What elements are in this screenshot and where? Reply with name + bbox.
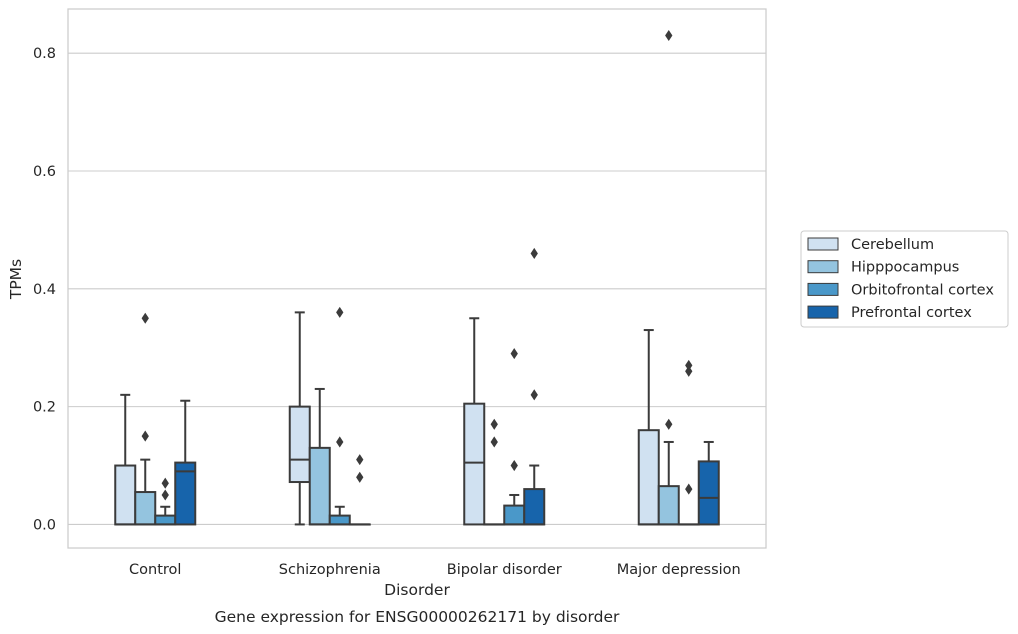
box-body [134,491,157,526]
outlier-marker [161,489,169,501]
y-tick-label: 0.2 [33,400,56,416]
box-0-2 [463,317,486,526]
y-tick-label: 0.6 [33,164,56,180]
y-tick-labels: 0.0 0.2 0.4 0.6 0.8 [33,46,56,533]
legend: Cerebellum Hipppocampus Orbitofrontal cort… [800,230,1009,328]
outlier-marker [510,459,518,472]
grid-lines [68,52,766,525]
legend-frame [800,230,1009,328]
legend-swatch [807,237,839,251]
x-tick-label: Schizophrenia [279,562,381,578]
outlier-marker [141,430,149,442]
outlier-marker [665,418,673,430]
outlier-marker [336,306,344,318]
outlier-marker [336,436,344,448]
legend-swatch [807,305,839,319]
box-body [154,514,177,526]
box-body [697,460,720,526]
box-2-2 [503,348,526,526]
box-3-2 [523,247,546,526]
outlier-marker [356,471,364,483]
box-1-3 [657,29,680,526]
figure-caption: Gene expression for ENSG00000262171 by d… [215,608,620,626]
outlier-marker [510,348,518,360]
box-body [657,485,680,526]
x-axis-label: Disorder [384,581,450,599]
x-tick-labels: Control Schizophrenia Bipolar disorder Majo… [129,562,741,578]
outlier-marker [161,477,169,489]
box-3-0 [174,399,197,526]
box-2-1 [328,306,351,526]
x-tick-label: Control [129,562,181,578]
outlier-marker [665,29,673,42]
box-1-2 [483,418,506,526]
box-2-3 [677,359,700,526]
legend-label: Cerebellum [851,237,934,253]
box-3-3 [697,440,720,526]
outlier-marker [490,436,498,448]
legend-swatch [807,282,839,296]
box-body [308,446,331,526]
outlier-marker [685,483,693,495]
legend-swatch [807,260,839,274]
y-axis-label: TPMs [7,259,25,300]
box-body [328,514,351,526]
x-tick-label: Major depression [617,562,741,578]
box-body [637,429,660,526]
box-1-1 [308,387,331,526]
box-series [114,29,720,526]
outlier-marker [356,454,364,466]
y-tick-label: 0.0 [33,517,56,533]
outlier-marker [685,365,693,377]
box-body [463,402,486,526]
box-body [503,504,526,526]
box-body [114,464,137,526]
plot-frame [67,8,767,549]
box-1-0 [134,312,157,526]
box-body [288,405,311,484]
outlier-marker [530,389,538,401]
y-tick-label: 0.4 [33,282,56,298]
legend-label: Prefrontal cortex [851,305,972,321]
outlier-marker [141,312,149,324]
outlier-marker [685,359,693,371]
box-2-0 [154,477,177,526]
box-3-1 [348,454,371,526]
box-body [174,461,197,526]
box-0-0 [114,393,137,526]
outlier-marker [530,247,538,260]
box-0-3 [637,329,660,526]
legend-label: Hipppocampus [851,260,959,276]
y-tick-label: 0.8 [33,46,56,62]
box-0-1 [288,311,311,526]
legend-label: Orbitofrontal cortex [851,282,994,298]
box-body [523,488,546,526]
outlier-marker [490,418,498,430]
x-tick-label: Bipolar disorder [447,562,562,578]
